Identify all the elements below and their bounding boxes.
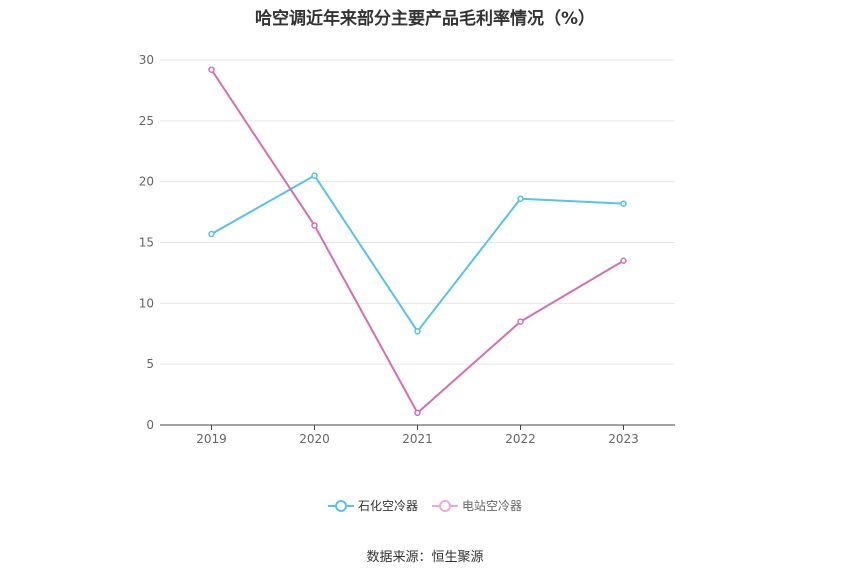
x-tick-label: 2022 [505,432,536,446]
legend-label-series-1: 石化空冷器 [357,499,418,513]
line-chart: 0 5 10 15 20 25 30 2019 2020 2021 2022 2023 [139,53,675,446]
x-tick-label: 2021 [402,432,433,446]
data-point-series-2 [208,66,215,73]
source-note: 数据来源：恒生聚源 [366,550,484,565]
x-tick-label: 2020 [299,432,330,446]
series-1-legend-icon [327,499,354,512]
series-line-1 [211,174,624,333]
chart-title: 哈空调近年来部分主要产品毛利率情况（%） [254,9,596,29]
legend-item-series-1[interactable]: 石化空冷器 [327,497,418,514]
data-point-series-2 [414,409,421,417]
data-point-series-1 [517,195,524,202]
y-tick-label: 30 [139,53,154,67]
legend-item-series-2[interactable]: 电站空冷器 [432,497,522,514]
y-tick-label: 5 [146,357,154,371]
x-tick-label: 2019 [196,432,227,446]
y-tick-label: 15 [139,236,154,250]
data-point-series-2 [311,222,318,229]
data-point-series-2 [517,318,524,325]
legend-label-series-2: 电站空冷器 [462,499,523,513]
y-tick-label: 0 [146,418,154,432]
y-tick-label: 25 [139,114,154,128]
x-tick-label: 2023 [608,432,639,446]
y-tick-label: 20 [139,175,154,189]
data-point-series-1 [414,328,421,335]
y-tick-label: 10 [139,296,154,310]
data-point-series-1 [208,230,215,238]
data-point-series-2 [620,257,627,264]
series-2-legend-icon [432,499,458,512]
legend: 石化空冷器 电站空冷器 [0,497,850,514]
data-point-series-1 [620,200,627,207]
data-point-series-1 [311,172,318,179]
